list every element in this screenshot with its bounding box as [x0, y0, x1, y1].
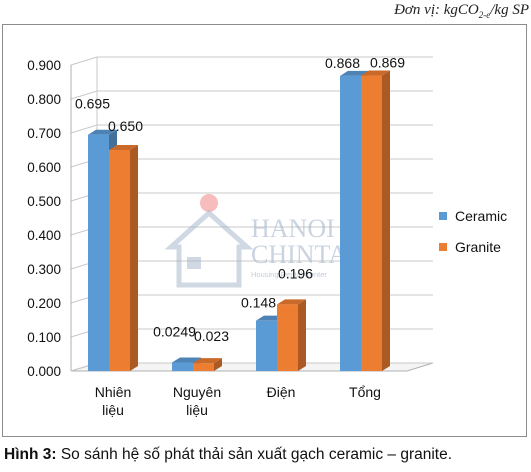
- data-label: 0.868: [325, 55, 360, 71]
- gridline: [70, 90, 433, 100]
- watermark-dot: [200, 194, 218, 212]
- data-label: 0.023: [194, 328, 229, 344]
- x-tick-label: Tổng: [349, 384, 381, 400]
- watermark-line3: Housing Rental Center: [251, 270, 327, 279]
- watermark-house-icon: [164, 209, 254, 288]
- bar-top-ceramic: [88, 129, 117, 135]
- gridline: [70, 124, 433, 134]
- chart-frame: 0.000 0.100 0.200 0.300 0.400 0.500 0.600 0.700…: [2, 24, 527, 437]
- gridline: [70, 56, 433, 66]
- legend-swatch-ceramic: [439, 212, 447, 220]
- bar-top-ceramic: [340, 70, 369, 76]
- bar-top-granite: [109, 145, 138, 150]
- watermark-line1: HANOI: [251, 214, 335, 243]
- bar-top-granite: [361, 70, 390, 76]
- x-tick-label: liệu: [102, 402, 124, 418]
- bar-ceramic: [88, 134, 109, 371]
- bar-side-granite: [382, 70, 390, 371]
- watermark-window: [187, 257, 201, 269]
- bar-granite: [361, 75, 382, 371]
- legend-label-granite: Granite: [455, 239, 501, 255]
- bar-ceramic: [256, 320, 277, 371]
- watermark-line2: CHINTAI: [251, 240, 356, 269]
- bar-side-granite: [214, 358, 222, 371]
- legend-item-granite: Granite: [439, 239, 501, 255]
- x-tick-label: Nguyên: [173, 384, 221, 400]
- caption-label: Hình 3:: [4, 446, 57, 463]
- x-tick-label: Điện: [267, 384, 296, 400]
- bar-side-granite: [130, 145, 138, 371]
- bar-granite: [109, 150, 130, 371]
- y-tick-label: 0.400: [27, 228, 61, 243]
- figure-caption: Hình 3: So sánh hệ số phát thải sản xuất…: [4, 446, 528, 464]
- bar-top-granite: [193, 358, 222, 364]
- bar-chart: 0.000 0.100 0.200 0.300 0.400 0.500 0.600 0.700…: [27, 55, 434, 418]
- legend-swatch-granite: [439, 243, 447, 251]
- bar-top-ceramic: [172, 357, 201, 363]
- y-tick-label: 0.900: [27, 58, 61, 73]
- y-tick-label: 0.100: [27, 330, 61, 345]
- bar-granite: [277, 304, 298, 371]
- legend-label-ceramic: Ceramic: [455, 208, 508, 224]
- y-tick-label: 0.200: [27, 296, 61, 311]
- x-tick-label: liệu: [186, 402, 208, 418]
- bar-top-granite: [277, 299, 306, 305]
- data-label: 0.650: [108, 118, 143, 134]
- y-tick-label: 0.800: [27, 92, 61, 107]
- y-tick-label: 0.300: [27, 262, 61, 277]
- bar-ceramic: [340, 75, 361, 371]
- y-tick-label: 0.700: [27, 126, 61, 141]
- data-label: 0.869: [370, 55, 405, 71]
- caption-text: So sánh hệ số phát thải sản xuất gạch ce…: [56, 446, 453, 463]
- y-tick-label: 0.500: [27, 194, 61, 209]
- bar-granite: [193, 363, 214, 371]
- data-label: 0.148: [241, 295, 276, 311]
- unit-label: Đơn vị: kgCO2-e/kg SP: [394, 2, 529, 20]
- bar-side-granite: [298, 299, 306, 371]
- data-label: 0.196: [278, 265, 313, 281]
- y-tick-label: 0.600: [27, 160, 61, 175]
- data-label: 0.695: [75, 96, 110, 112]
- data-label: 0.0249: [153, 324, 196, 340]
- y-tick-label: 0.000: [27, 364, 61, 379]
- legend-item-ceramic: Ceramic: [439, 208, 507, 224]
- x-tick-label: Nhiên: [95, 384, 132, 400]
- bar-ceramic: [172, 362, 193, 371]
